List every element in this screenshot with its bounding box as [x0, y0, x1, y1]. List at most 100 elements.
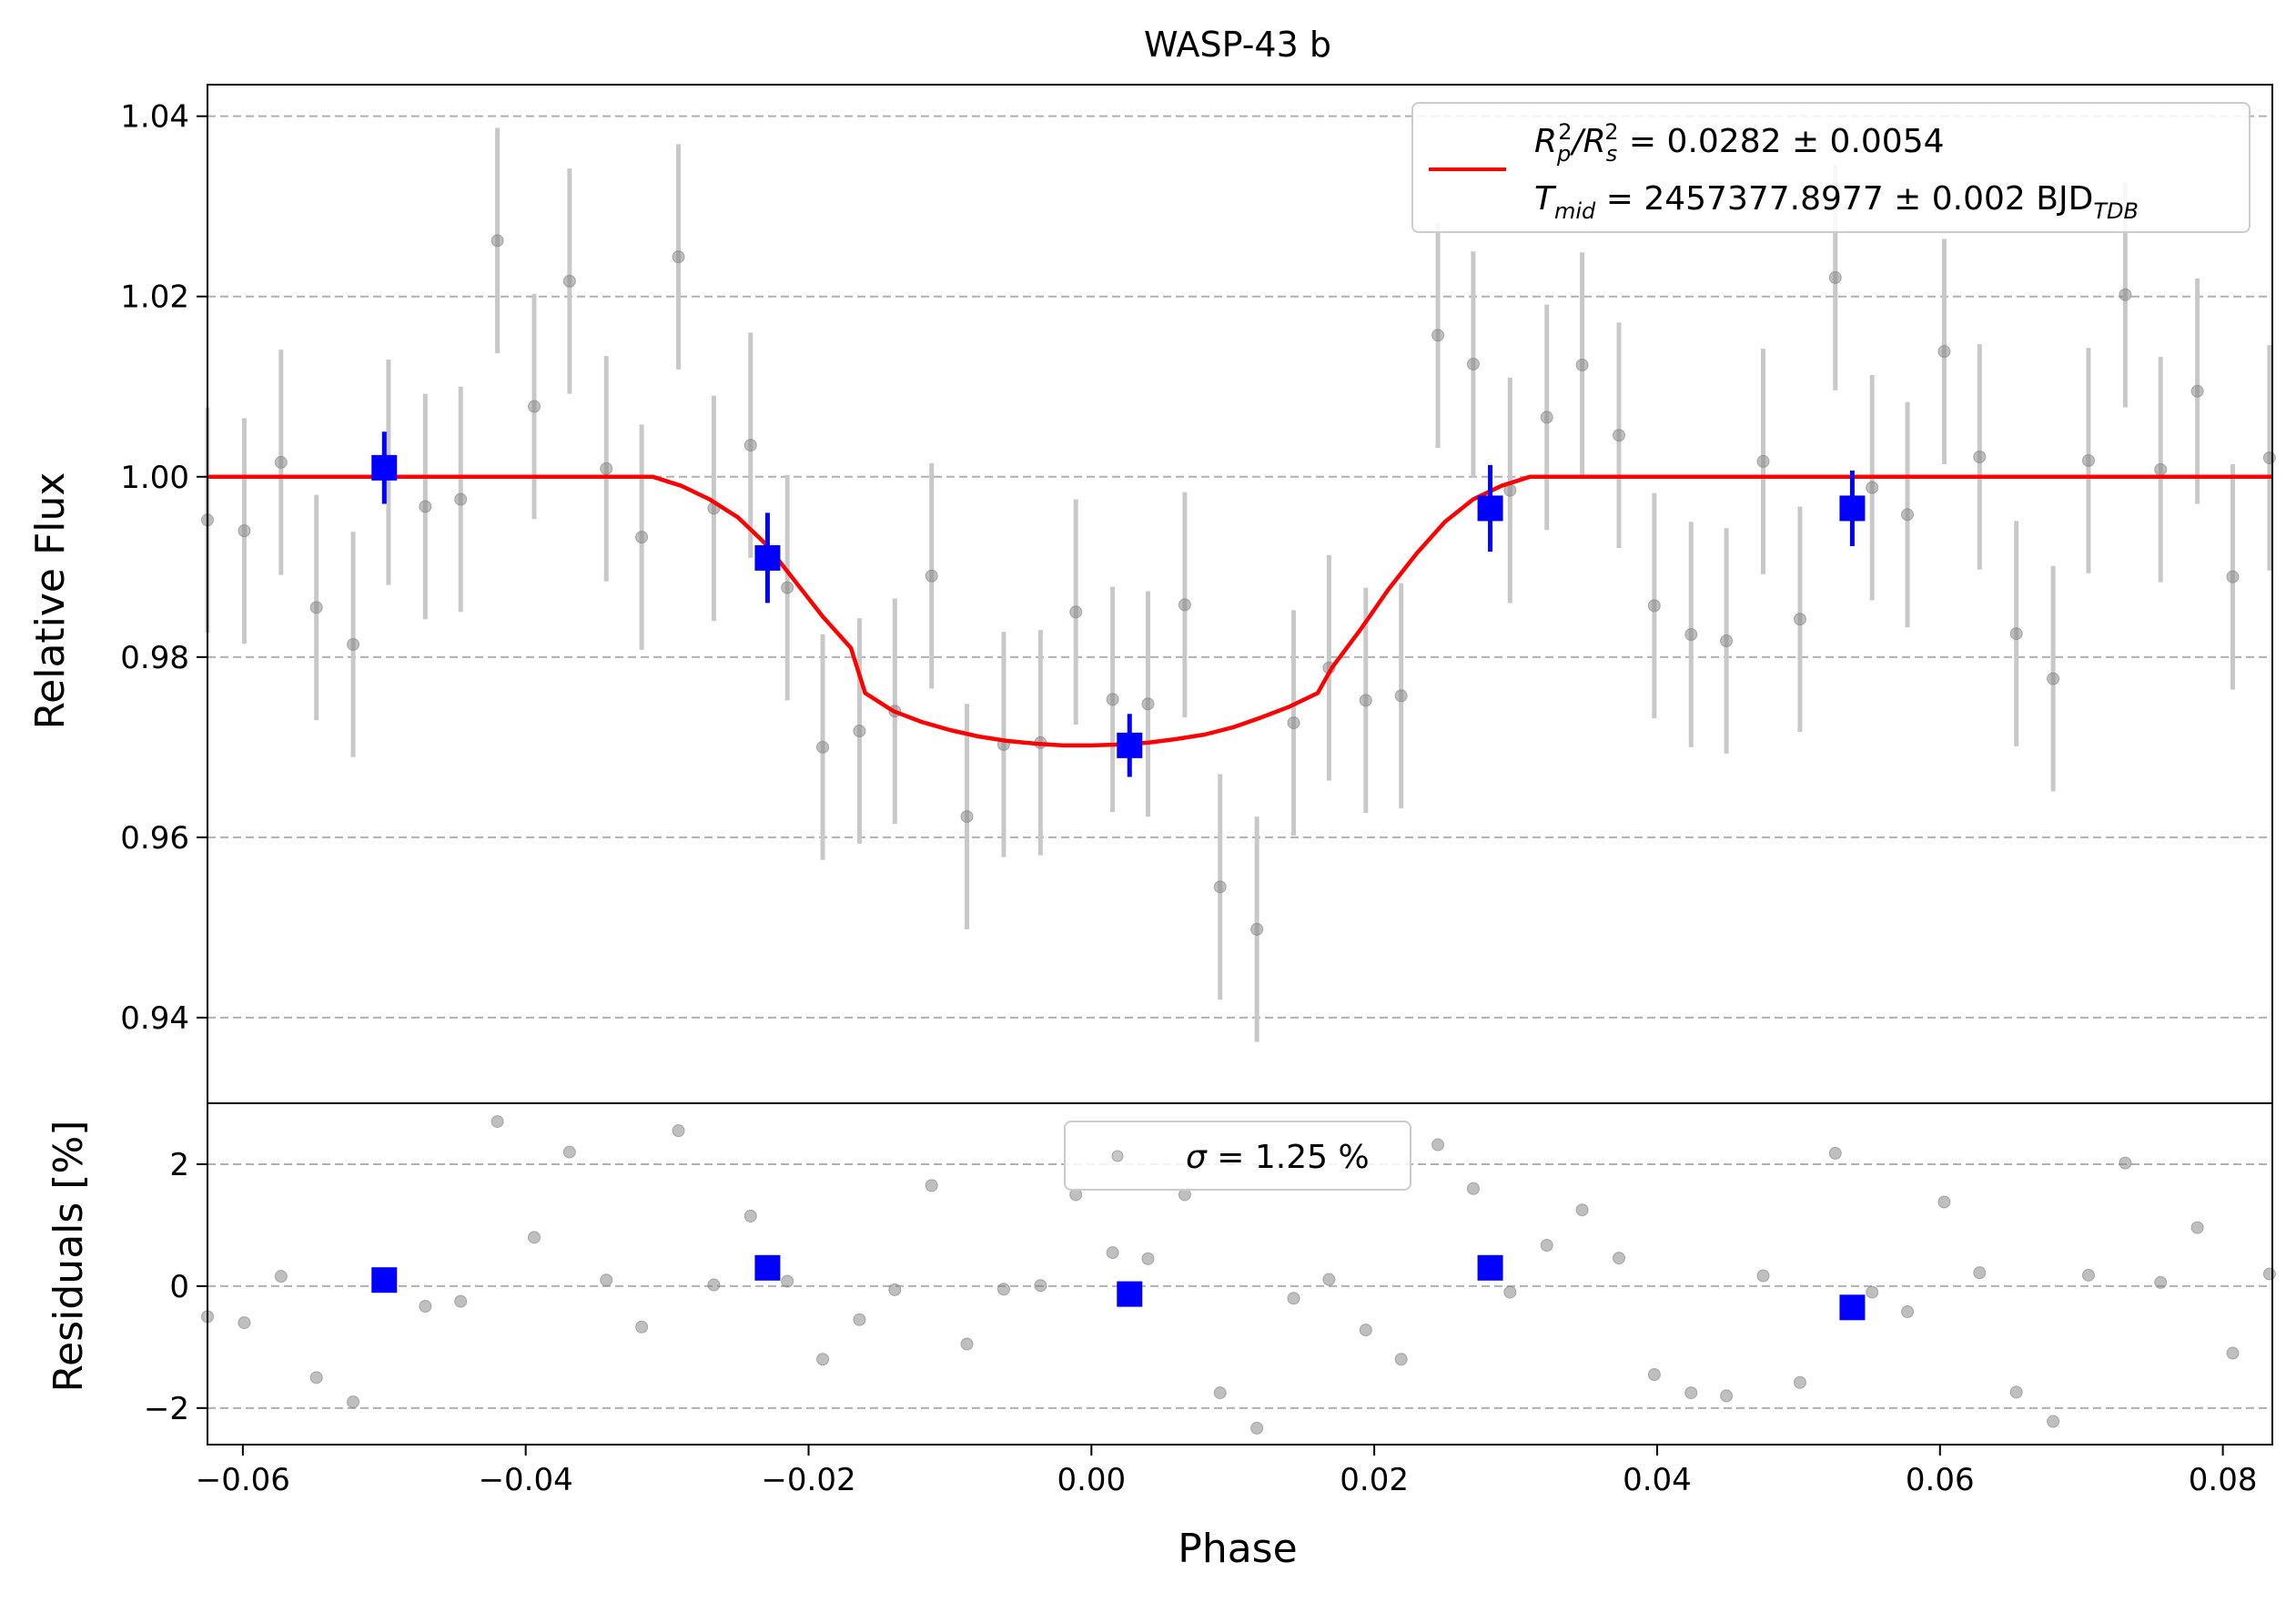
data-point — [1359, 694, 1372, 707]
residual-point — [238, 1316, 251, 1330]
y-tick-label: 0.94 — [120, 1000, 189, 1037]
x-tick-label: 0.02 — [1340, 1462, 1409, 1498]
data-point — [1684, 628, 1698, 642]
residual-point — [1756, 1269, 1770, 1283]
residual-point — [2047, 1415, 2060, 1428]
residual-point — [1613, 1252, 1626, 1265]
data-point — [419, 500, 432, 513]
residual-point — [1575, 1203, 1589, 1217]
residuals-yticks: −2 0 2 — [144, 1147, 207, 1427]
residual-point — [1720, 1389, 1734, 1403]
data-point — [1394, 689, 1408, 703]
x-tick-label: 0.04 — [1623, 1462, 1692, 1498]
residual-point — [996, 1283, 1010, 1296]
residual-point — [1793, 1375, 1806, 1389]
residual-point — [635, 1320, 649, 1334]
legend-t-mid: Tmid = 2457377.8977 ± 0.002 BJDTDB — [1534, 180, 2139, 224]
binned-residual — [754, 1254, 781, 1281]
chart-title: WASP-43 b — [1144, 25, 1331, 65]
data-point — [1466, 357, 1480, 370]
residual-tick-label: 2 — [169, 1147, 189, 1183]
data-point — [491, 234, 504, 248]
sigma-legend-text: σ = 1.25 % — [1186, 1139, 1370, 1176]
residual-point — [1322, 1273, 1336, 1286]
data-point — [1141, 697, 1155, 711]
residual-point — [562, 1145, 576, 1159]
x-tick-label: −0.04 — [479, 1462, 573, 1498]
binned-residual — [1477, 1254, 1503, 1281]
residual-point — [707, 1278, 721, 1292]
fit-legend-box — [1411, 102, 2250, 233]
sigma-legend: σ = 1.25 % — [1064, 1121, 1411, 1191]
data-point — [274, 455, 288, 469]
residual-point — [1866, 1285, 1879, 1299]
residual-point — [925, 1179, 938, 1192]
residual-point — [2154, 1275, 2168, 1289]
binned-point — [1839, 495, 1866, 522]
data-point — [1540, 411, 1553, 424]
data-point — [2047, 672, 2060, 685]
residual-point — [2081, 1268, 2095, 1282]
residual-point — [1141, 1252, 1155, 1265]
data-point — [925, 569, 938, 583]
data-point — [2009, 627, 2023, 641]
sigma-legend-box — [1064, 1121, 1411, 1191]
data-point — [347, 637, 360, 651]
data-point — [2081, 453, 2095, 467]
data-point — [1973, 450, 1987, 463]
data-point — [1106, 693, 1119, 706]
residual-point — [1684, 1386, 1698, 1400]
residual-point — [1901, 1305, 1915, 1319]
residuals-frame — [207, 1102, 2273, 1446]
sigma-legend-marker — [1111, 1150, 1124, 1162]
data-point — [309, 601, 323, 614]
residual-point — [491, 1115, 504, 1129]
data-point — [781, 581, 794, 594]
data-point — [635, 531, 649, 544]
x-tick-label: −0.06 — [196, 1462, 290, 1498]
residual-point — [454, 1294, 468, 1308]
data-point — [2119, 288, 2132, 301]
y-tick-label: 1.00 — [120, 460, 189, 496]
binned-point — [1477, 495, 1503, 522]
data-point — [816, 740, 830, 754]
data-point — [1213, 880, 1227, 894]
data-point — [562, 274, 576, 288]
data-point — [1287, 716, 1300, 730]
data-point — [2226, 570, 2240, 583]
data-point — [1431, 329, 1445, 342]
residuals-axis-label: Residuals [%] — [46, 1121, 92, 1393]
data-point — [1828, 270, 1842, 284]
residual-point — [1466, 1182, 1480, 1195]
residual-point — [2190, 1221, 2204, 1234]
residual-point — [1540, 1239, 1553, 1253]
residual-point — [1034, 1279, 1047, 1293]
y-tick-label: 0.96 — [120, 820, 189, 857]
residual-point — [419, 1299, 432, 1313]
data-point — [1937, 345, 1951, 359]
light-curve-panel: 0.94 0.96 0.98 1.00 1.02 1.04 WASP-43 b Relat… — [27, 25, 2276, 1104]
transit-model — [207, 474, 2272, 748]
residuals-panel: −2 0 2 −0.06 −0.04 −0.02 0.00 0.02 0.04 0.06 0.08… — [46, 1102, 2276, 1572]
legend-rp-rs: Rp2/Rs2 = 0.0282 ± 0.0054 — [1534, 119, 1945, 167]
y-axis-label: Relative Flux — [27, 472, 74, 730]
y-tick-label: 1.04 — [120, 99, 189, 136]
residual-point — [781, 1274, 794, 1288]
residual-point — [853, 1313, 866, 1326]
residual-point — [1503, 1285, 1517, 1299]
data-point — [1250, 922, 1264, 936]
binned-point — [754, 544, 781, 571]
binned-residual — [1839, 1294, 1866, 1321]
residual-point — [274, 1270, 288, 1283]
light-curve-binned — [371, 431, 1866, 777]
y-tick-label: 0.98 — [120, 640, 189, 676]
x-tick-label: −0.02 — [761, 1462, 855, 1498]
residual-point — [1394, 1353, 1408, 1366]
data-point — [1720, 634, 1734, 647]
phase-xticks: −0.06 −0.04 −0.02 0.00 0.02 0.04 0.06 0.08 — [196, 1445, 2257, 1498]
residual-point — [1431, 1138, 1445, 1152]
residual-point — [1287, 1292, 1300, 1305]
residual-point — [888, 1283, 902, 1296]
residual-point — [1213, 1386, 1227, 1400]
